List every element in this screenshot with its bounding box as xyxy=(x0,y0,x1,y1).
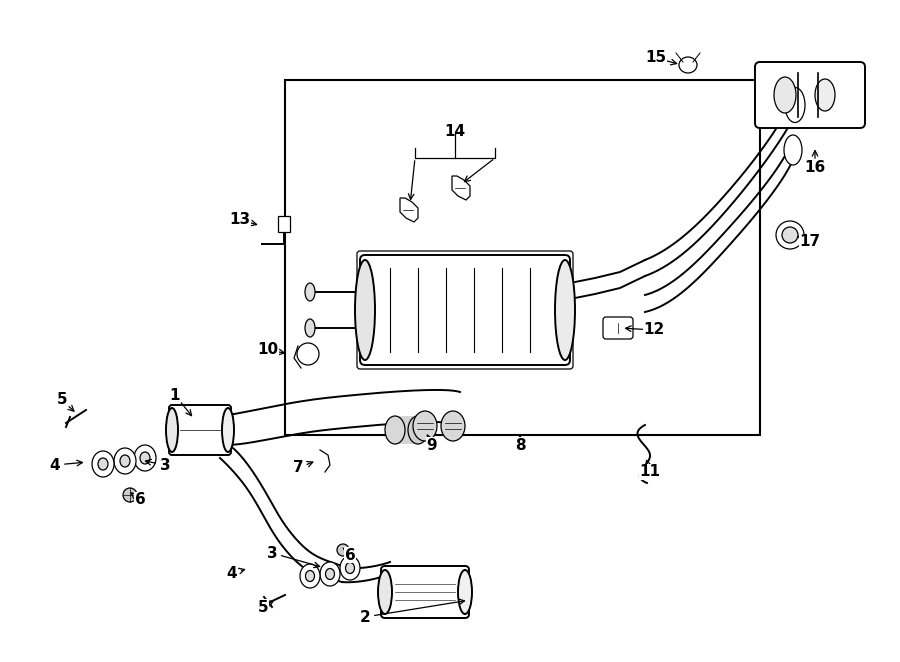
Ellipse shape xyxy=(134,445,156,471)
Ellipse shape xyxy=(784,135,802,165)
Text: 13: 13 xyxy=(230,213,250,228)
Text: 4: 4 xyxy=(50,457,60,473)
Text: 7: 7 xyxy=(292,461,303,475)
Ellipse shape xyxy=(326,569,335,579)
Text: 6: 6 xyxy=(345,547,356,563)
Ellipse shape xyxy=(441,411,465,441)
Text: 14: 14 xyxy=(445,124,465,140)
Polygon shape xyxy=(400,198,418,222)
Ellipse shape xyxy=(305,283,315,301)
Ellipse shape xyxy=(458,570,472,614)
Ellipse shape xyxy=(166,408,178,452)
FancyBboxPatch shape xyxy=(603,317,633,339)
Text: 5: 5 xyxy=(257,600,268,614)
Ellipse shape xyxy=(776,221,804,249)
Ellipse shape xyxy=(774,77,796,113)
Bar xyxy=(278,216,290,232)
Text: 15: 15 xyxy=(645,50,667,66)
Ellipse shape xyxy=(378,570,392,614)
Ellipse shape xyxy=(123,488,137,502)
Text: 11: 11 xyxy=(640,465,661,479)
Ellipse shape xyxy=(340,556,360,580)
Ellipse shape xyxy=(555,260,575,360)
Ellipse shape xyxy=(355,260,375,360)
FancyBboxPatch shape xyxy=(360,255,570,365)
Ellipse shape xyxy=(297,343,319,365)
Ellipse shape xyxy=(782,227,798,243)
Text: 8: 8 xyxy=(515,438,526,453)
Text: 3: 3 xyxy=(159,457,170,473)
Ellipse shape xyxy=(408,416,428,444)
Polygon shape xyxy=(452,176,470,200)
Text: 9: 9 xyxy=(427,438,437,453)
Bar xyxy=(395,416,418,444)
Ellipse shape xyxy=(385,416,405,444)
Text: 16: 16 xyxy=(805,160,825,175)
Ellipse shape xyxy=(98,458,108,470)
Ellipse shape xyxy=(413,411,437,441)
Ellipse shape xyxy=(114,448,136,474)
Ellipse shape xyxy=(320,562,340,586)
Bar xyxy=(285,80,760,435)
Ellipse shape xyxy=(92,451,114,477)
Text: 1: 1 xyxy=(170,387,180,402)
Text: 12: 12 xyxy=(644,322,664,338)
Text: 10: 10 xyxy=(257,342,279,357)
FancyBboxPatch shape xyxy=(169,405,231,455)
Ellipse shape xyxy=(300,564,320,588)
Ellipse shape xyxy=(120,455,130,467)
Ellipse shape xyxy=(815,79,835,111)
Text: 3: 3 xyxy=(266,545,277,561)
FancyBboxPatch shape xyxy=(755,62,865,128)
Ellipse shape xyxy=(337,544,349,556)
Text: 4: 4 xyxy=(227,565,238,581)
Ellipse shape xyxy=(140,452,150,464)
Ellipse shape xyxy=(305,319,315,337)
Text: 2: 2 xyxy=(360,610,371,624)
Ellipse shape xyxy=(679,57,697,73)
Text: 6: 6 xyxy=(135,493,146,508)
Ellipse shape xyxy=(785,87,805,122)
Ellipse shape xyxy=(222,408,234,452)
FancyBboxPatch shape xyxy=(381,566,469,618)
Ellipse shape xyxy=(305,571,314,581)
Text: 17: 17 xyxy=(799,234,821,250)
Ellipse shape xyxy=(346,563,355,573)
Text: 5: 5 xyxy=(57,393,68,408)
